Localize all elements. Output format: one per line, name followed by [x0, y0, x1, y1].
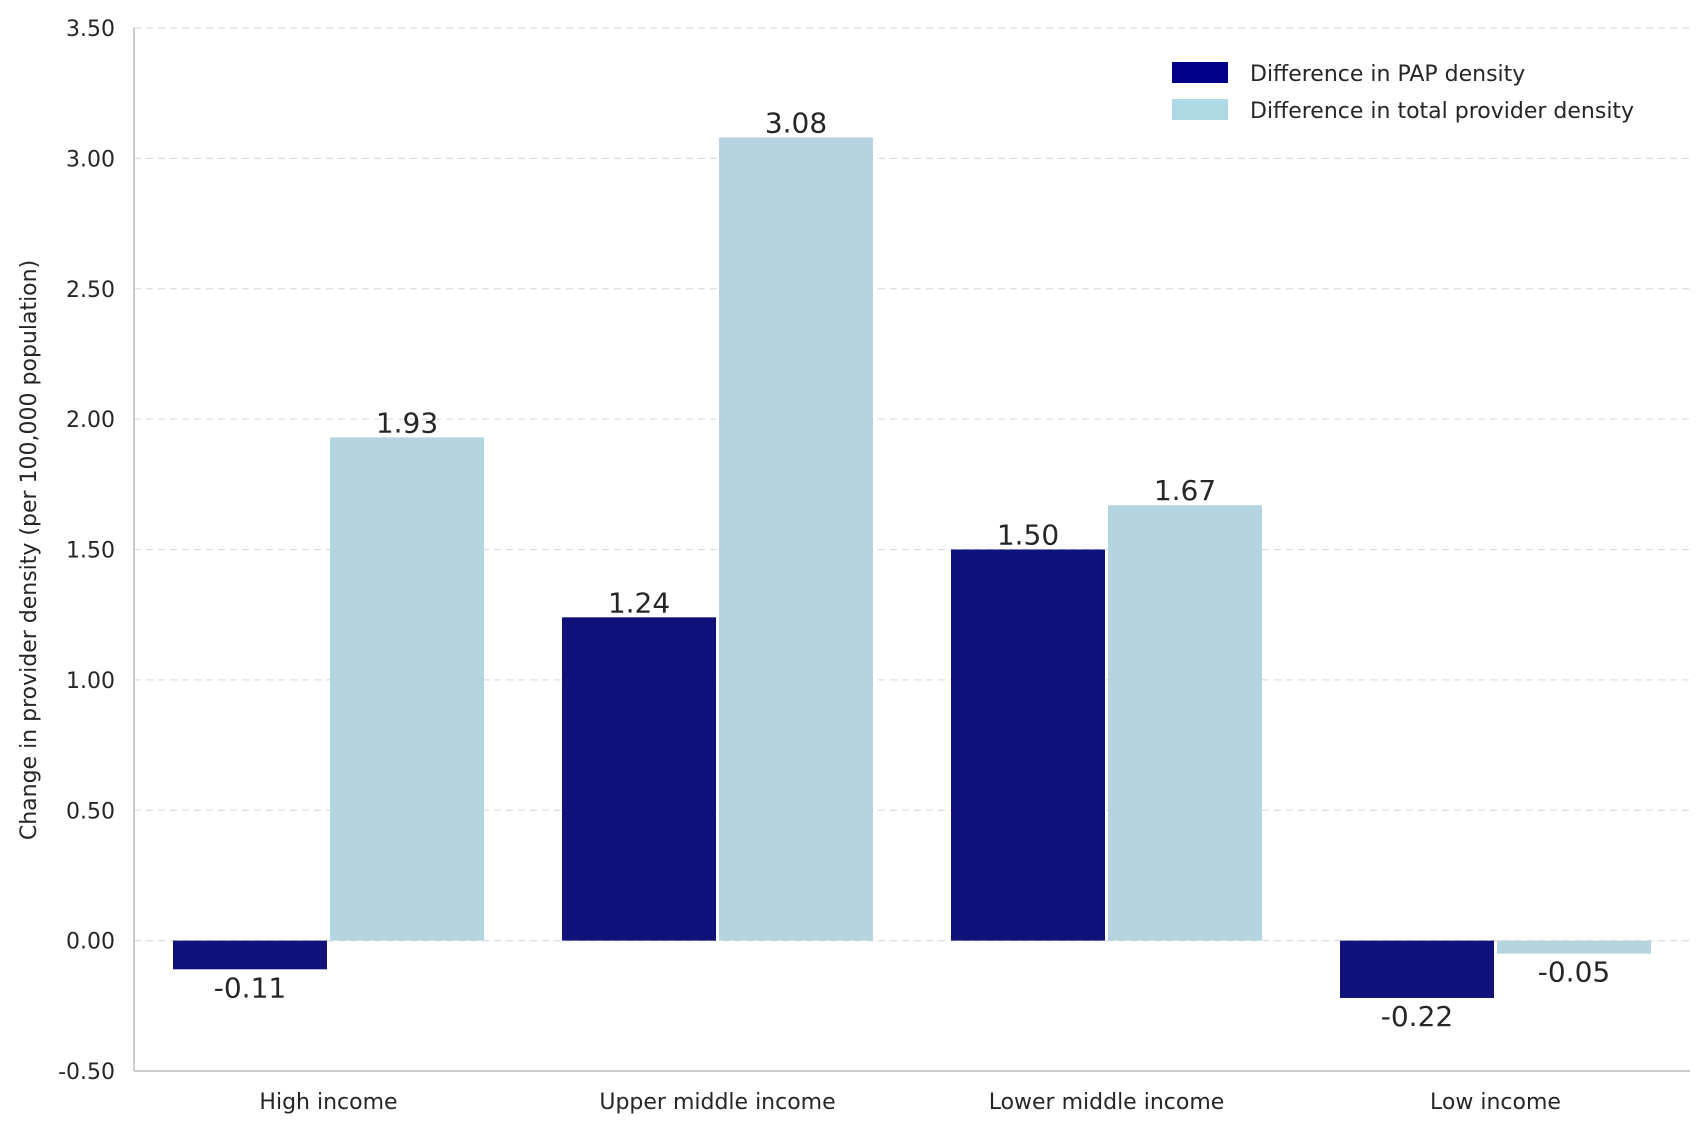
bar: [562, 617, 716, 941]
bar: [951, 549, 1105, 941]
axes: -0.50 0.00 0.50 1.00 1.50 2.00 2.50 3.00 3.50 Hig…: [58, 17, 1690, 1115]
data-label: 1.50: [997, 519, 1059, 552]
data-label: 1.24: [608, 586, 670, 619]
bar: [1497, 940, 1651, 954]
x-tick-label: Low income: [1430, 1090, 1561, 1115]
y-tick-label: -0.50: [58, 1060, 115, 1085]
y-tick-label: 3.50: [66, 17, 115, 42]
data-label: 1.93: [376, 406, 438, 439]
data-label: 1.67: [1154, 474, 1216, 507]
y-tick-label: 2.00: [66, 408, 115, 433]
x-tick-label: Lower middle income: [989, 1090, 1225, 1115]
bar: [719, 137, 873, 941]
bar: [1340, 940, 1494, 998]
data-label: -0.05: [1538, 956, 1610, 989]
data-label: 3.08: [765, 107, 827, 140]
y-tick-label: 0.00: [66, 930, 115, 955]
x-tick-label: High income: [259, 1090, 397, 1115]
y-tick-label: 3.00: [66, 147, 115, 172]
bar: [330, 437, 484, 941]
data-label: -0.11: [214, 971, 286, 1004]
legend-swatch: [1172, 99, 1228, 120]
y-axis-title: Change in provider density (per 100,000 …: [17, 260, 42, 840]
legend: Difference in PAP density Difference in t…: [1172, 62, 1634, 124]
y-tick-label: 0.50: [66, 799, 115, 824]
x-tick-label: Upper middle income: [599, 1090, 835, 1115]
data-label: -0.22: [1381, 1000, 1453, 1033]
y-tick-label: 1.00: [66, 669, 115, 694]
legend-label: Difference in total provider density: [1250, 99, 1634, 124]
bar: [1108, 505, 1262, 941]
legend-swatch: [1172, 62, 1228, 83]
y-tick-label: 1.50: [66, 539, 115, 564]
data-labels: -0.11 1.93 1.24 3.08 1.50 1.67 -0.22 -0.05: [214, 107, 1610, 1033]
bar: [173, 940, 327, 970]
legend-label: Difference in PAP density: [1250, 62, 1525, 87]
bars: [173, 137, 1651, 998]
y-tick-label: 2.50: [66, 278, 115, 303]
